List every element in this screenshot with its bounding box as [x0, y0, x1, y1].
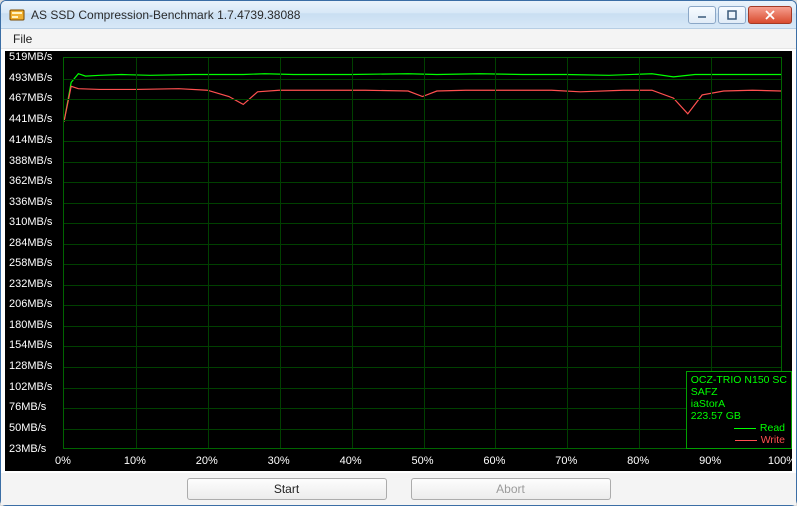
grid-line-v [208, 58, 209, 448]
grid-line-h [64, 120, 781, 121]
x-tick-label: 70% [555, 455, 577, 467]
grid-line-h [64, 305, 781, 306]
x-tick-label: 90% [699, 455, 721, 467]
abort-button: Abort [411, 478, 611, 500]
grid-line-h [64, 223, 781, 224]
y-tick-label: 284MB/s [9, 237, 52, 249]
minimize-button[interactable] [688, 6, 716, 24]
grid-line-h [64, 346, 781, 347]
x-tick-label: 80% [627, 455, 649, 467]
window-controls [688, 6, 792, 24]
plot-region [63, 57, 782, 449]
y-tick-label: 23MB/s [9, 443, 46, 455]
y-tick-label: 50MB/s [9, 422, 46, 434]
x-tick-label: 50% [411, 455, 433, 467]
y-tick-label: 258MB/s [9, 257, 52, 269]
grid-line-v [495, 58, 496, 448]
x-tick-label: 100% [768, 455, 796, 467]
menubar: File [1, 29, 796, 49]
grid-line-h [64, 244, 781, 245]
legend-swatch [734, 428, 756, 429]
grid-line-v [567, 58, 568, 448]
grid-line-h [64, 285, 781, 286]
grid-line-h [64, 99, 781, 100]
x-tick-label: 10% [124, 455, 146, 467]
grid-line-h [64, 264, 781, 265]
legend-entry: Read [691, 422, 787, 434]
window-title: AS SSD Compression-Benchmark 1.7.4739.38… [31, 8, 688, 22]
y-tick-label: 128MB/s [9, 360, 52, 372]
grid-line-h [64, 326, 781, 327]
grid-line-v [136, 58, 137, 448]
y-tick-label: 441MB/s [9, 113, 52, 125]
x-tick-label: 30% [268, 455, 290, 467]
y-tick-label: 414MB/s [9, 134, 52, 146]
y-tick-label: 493MB/s [9, 72, 52, 84]
grid-line-v [280, 58, 281, 448]
legend-entry: Write [691, 434, 787, 446]
chart-area: OCZ-TRIO N150 SC SAFZ iaStorA 223.57 GB … [5, 51, 792, 471]
x-tick-label: 40% [340, 455, 362, 467]
y-tick-label: 180MB/s [9, 319, 52, 331]
grid-line-h [64, 367, 781, 368]
close-button[interactable] [748, 6, 792, 24]
y-tick-label: 388MB/s [9, 155, 52, 167]
series-write [64, 86, 781, 121]
x-tick-label: 60% [483, 455, 505, 467]
grid-line-h [64, 203, 781, 204]
y-tick-label: 310MB/s [9, 216, 52, 228]
y-tick-label: 154MB/s [9, 339, 52, 351]
grid-line-h [64, 429, 781, 430]
legend-device: OCZ-TRIO N150 SC [691, 374, 787, 386]
x-tick-label: 0% [55, 455, 71, 467]
grid-line-h [64, 388, 781, 389]
legend-label: Read [760, 422, 785, 434]
grid-line-h [64, 79, 781, 80]
y-tick-label: 76MB/s [9, 401, 46, 413]
legend-firmware: SAFZ [691, 386, 787, 398]
y-tick-label: 206MB/s [9, 298, 52, 310]
y-tick-label: 336MB/s [9, 196, 52, 208]
y-tick-label: 519MB/s [9, 51, 52, 63]
legend-box: OCZ-TRIO N150 SC SAFZ iaStorA 223.57 GB … [686, 371, 792, 449]
grid-line-h [64, 408, 781, 409]
maximize-button[interactable] [718, 6, 746, 24]
titlebar[interactable]: AS SSD Compression-Benchmark 1.7.4739.38… [1, 1, 796, 29]
y-tick-label: 362MB/s [9, 175, 52, 187]
y-tick-label: 467MB/s [9, 92, 52, 104]
y-tick-label: 102MB/s [9, 381, 52, 393]
grid-line-v [352, 58, 353, 448]
button-row: Start Abort [1, 473, 796, 505]
grid-line-v [424, 58, 425, 448]
legend-swatch [735, 440, 757, 441]
app-icon [9, 7, 25, 23]
app-window: AS SSD Compression-Benchmark 1.7.4739.38… [0, 0, 797, 506]
grid-line-h [64, 162, 781, 163]
x-tick-label: 20% [196, 455, 218, 467]
grid-line-h [64, 182, 781, 183]
start-button[interactable]: Start [187, 478, 387, 500]
legend-capacity: 223.57 GB [691, 410, 787, 422]
series-svg [64, 58, 781, 448]
legend-label: Write [761, 434, 785, 446]
y-tick-label: 232MB/s [9, 278, 52, 290]
legend-driver: iaStorA [691, 398, 787, 410]
menu-file[interactable]: File [5, 30, 40, 48]
grid-line-v [639, 58, 640, 448]
grid-line-h [64, 141, 781, 142]
